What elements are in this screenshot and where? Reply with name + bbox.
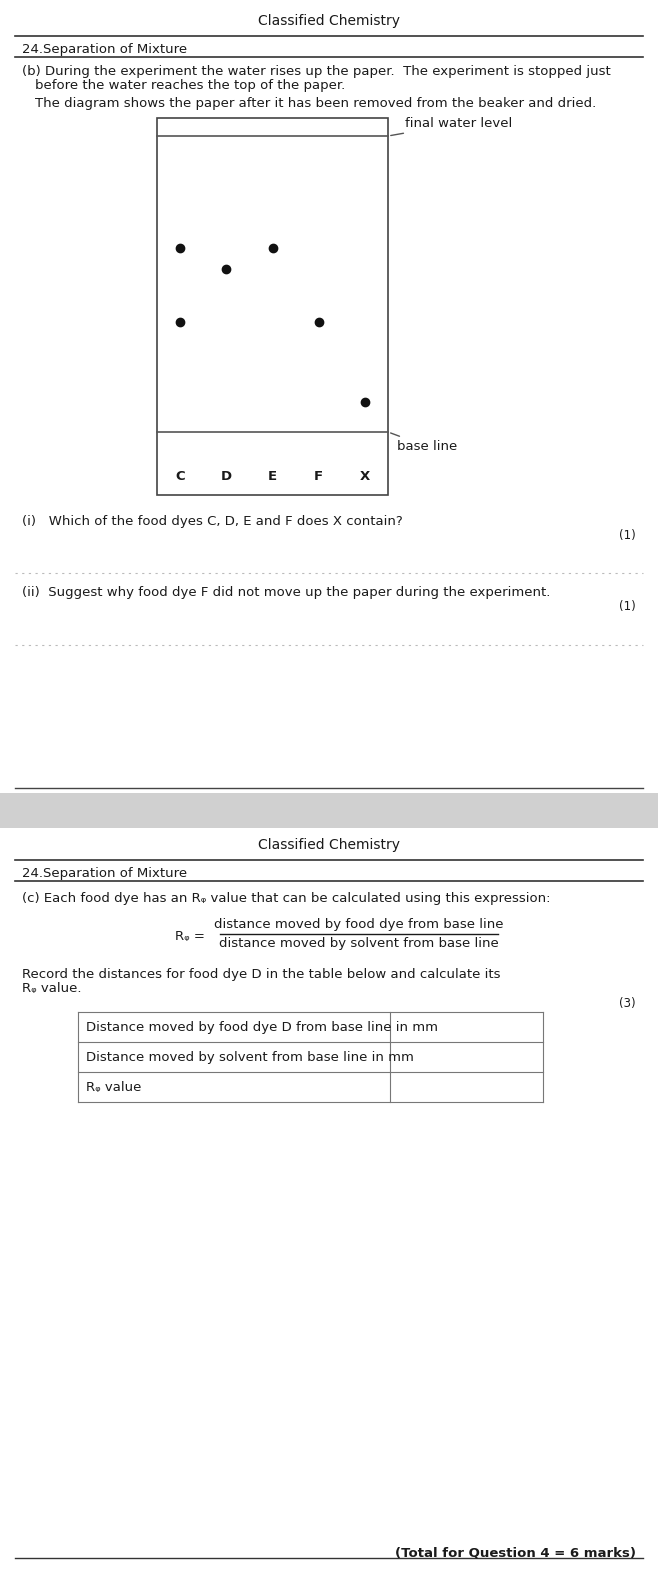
Text: (1): (1) bbox=[619, 600, 636, 612]
Text: F: F bbox=[314, 471, 323, 483]
Text: D: D bbox=[220, 471, 232, 483]
Bar bbox=[157, 118, 388, 494]
Text: (i)   Which of the food dyes C, D, E and F does X contain?: (i) Which of the food dyes C, D, E and F… bbox=[22, 515, 403, 528]
Text: Rᵩ value: Rᵩ value bbox=[86, 1081, 141, 1094]
Text: (3): (3) bbox=[619, 997, 636, 1010]
Text: (1): (1) bbox=[619, 530, 636, 542]
Text: (Total for Question 4 = 6 marks): (Total for Question 4 = 6 marks) bbox=[395, 1547, 636, 1560]
Text: Record the distances for food dye D in the table below and calculate its: Record the distances for food dye D in t… bbox=[22, 968, 501, 981]
Bar bbox=[0, 793, 658, 828]
Text: Classified Chemistry: Classified Chemistry bbox=[258, 837, 400, 852]
Text: Rᵩ =: Rᵩ = bbox=[175, 930, 205, 943]
Text: (c) Each food dye has an Rᵩ value that can be calculated using this expression:: (c) Each food dye has an Rᵩ value that c… bbox=[22, 892, 551, 904]
Text: Distance moved by solvent from base line in mm: Distance moved by solvent from base line… bbox=[86, 1051, 414, 1064]
Text: E: E bbox=[268, 471, 277, 483]
Text: Rᵩ value.: Rᵩ value. bbox=[22, 983, 82, 995]
Text: final water level: final water level bbox=[391, 116, 512, 136]
Text: before the water reaches the top of the paper.: before the water reaches the top of the … bbox=[35, 80, 345, 93]
Text: 24.Separation of Mixture: 24.Separation of Mixture bbox=[22, 868, 187, 880]
Text: The diagram shows the paper after it has been removed from the beaker and dried.: The diagram shows the paper after it has… bbox=[35, 97, 596, 110]
Text: 24.Separation of Mixture: 24.Separation of Mixture bbox=[22, 43, 187, 56]
Text: Distance moved by food dye D from base line in mm: Distance moved by food dye D from base l… bbox=[86, 1021, 438, 1034]
Text: Classified Chemistry: Classified Chemistry bbox=[258, 14, 400, 29]
Text: distance moved by solvent from base line: distance moved by solvent from base line bbox=[219, 936, 499, 951]
Text: (ii)  Suggest why food dye F did not move up the paper during the experiment.: (ii) Suggest why food dye F did not move… bbox=[22, 585, 550, 600]
Text: X: X bbox=[360, 471, 370, 483]
Text: base line: base line bbox=[391, 432, 457, 453]
Text: distance moved by food dye from base line: distance moved by food dye from base lin… bbox=[215, 919, 504, 931]
Text: C: C bbox=[175, 471, 185, 483]
Text: (b) During the experiment the water rises up the paper.  The experiment is stopp: (b) During the experiment the water rise… bbox=[22, 65, 611, 78]
